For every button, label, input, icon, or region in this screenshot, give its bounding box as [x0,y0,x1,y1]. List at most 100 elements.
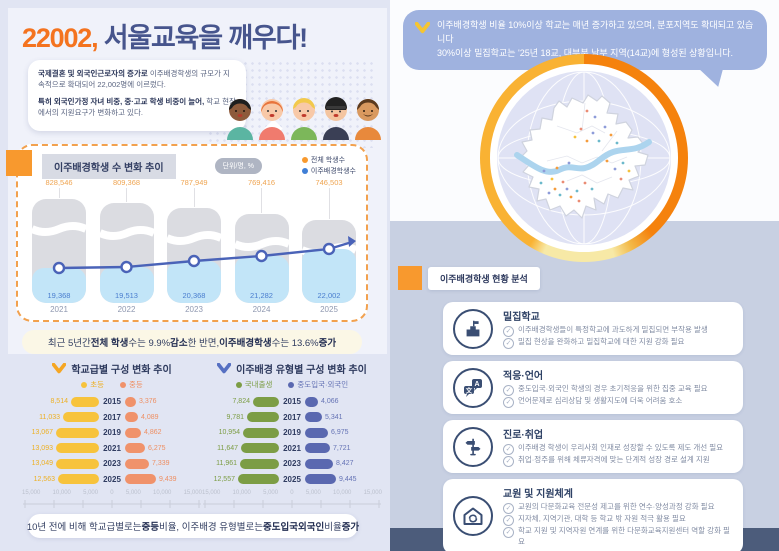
right-bar [305,443,330,454]
check-circle-icon: ✓ [503,326,514,337]
legend-item-migrant: 이주배경학생수 [301,166,356,177]
bar-wave-break [167,231,221,245]
migrant-students-value: 22,002 [317,291,341,300]
right-side: 9,439 [125,474,202,485]
tornado-row: 13,067 2019 4,862 [22,425,202,441]
card-body: 교원 및 지원체계 ✓ 교원의 다문화교육 전문성 제고를 위한 연수·양성과정 강… [503,485,733,548]
left-side: 13,093 [22,443,99,454]
right-bar [125,443,145,454]
unit-badge: 단위/명, % [214,158,262,174]
card-bullet-text: 밀집 현상을 완화하고 밀집학교에 대한 지원 강화 필요 [518,337,685,346]
axis-tick-label: 0 [110,490,114,496]
legend-item: 국내출생 [235,379,272,390]
card-bullet: ✓ 이주배경 학생이 우리사회 인재로 성장할 수 있도록 제도 개선 필요 [503,443,723,455]
right-side: 5,341 [305,412,382,423]
right-value: 7,339 [152,460,170,468]
axis-line [203,500,381,508]
year-label: 2017 [103,412,121,422]
student-face-icon [291,98,317,140]
bar-wave-break [99,226,154,240]
tornado-row: 13,049 2023 7,339 [22,456,202,472]
card-bullet-text: 언어문제로 심리상담 및 생활지도에 더욱 어려움 호소 [518,396,683,405]
right-side: 6,975 [305,427,382,438]
left-value: 12,557 [213,475,235,483]
check-circle-icon: ✓ [503,444,514,455]
right-value: 3,376 [139,398,157,406]
school-level-rows: 8,514 2015 3,376 11,033 2017 4,089 13,067 2019 4… [22,394,202,487]
tornado-row: 12,563 2025 9,439 [22,472,202,488]
migrant-type-rows: 7,824 2015 4,066 9,781 2017 5,341 10,954 2019 6,… [202,394,382,487]
left-value: 12,563 [33,475,55,483]
migrant-students-segment: 19,513 [99,267,154,303]
left-value: 11,033 [39,413,60,421]
card-body: 진로·취업 ✓ 이주배경 학생이 우리사회 인재로 성장할 수 있도록 제도 개선 … [503,426,723,467]
summary-type-capsule: 10년 전에 비해 학교급별로는 중등 비율, 이주배경 유형별로는 중도입국외… [27,514,359,538]
analysis-card-1: 밀집학교 ✓ 이주배경학생들이 특정학교에 과도하게 밀집되면 부작용 발생 ✓ 밀집 … [443,302,743,355]
right-side: 7,339 [125,458,202,469]
migrant-students-trend-chart: 이주배경학생 수 변화 추이 단위/명, % 전체 학생수 이주배경학생수 82… [6,144,368,322]
left-value: 13,049 [31,460,53,468]
card-body: 밀집학교 ✓ 이주배경학생들이 특정학교에 과도하게 밀집되면 부작용 발생 ✓ 밀집 … [503,308,708,349]
student-bar: 22,002 [302,220,356,303]
summary-segment: 이주배경학생 [219,338,272,349]
school-location-dots [539,109,631,203]
summary-segment: 비율 [324,522,342,533]
summary-segment: 비율, 이주배경 유형별로는 [158,522,264,533]
summary-segment: 수는 13.6% [271,338,319,349]
total-students-value: 809,368 [112,178,141,187]
tornado-row: 11,961 2023 8,427 [202,456,382,472]
axis-tick-label: 10,000 [52,490,71,496]
migrant-students-segment: 20,368 [167,261,221,303]
check-circle-icon: ✓ [503,397,514,408]
migrant-students-value: 21,282 [250,291,273,300]
card-bullet-text: 학교 지원 및 지역자원 연계를 위한 다문화교육지원센터 역할 강화 필요 [518,526,730,546]
right-bar [305,458,333,469]
analysis-cards: 밀집학교 ✓ 이주배경학생들이 특정학교에 과도하게 밀집되면 부작용 발생 ✓ 밀집 … [443,302,743,551]
right-bar [125,396,136,407]
left-side: 7,824 [202,396,279,407]
year-label: 2017 [283,412,301,422]
bubble-line-1: 이주배경학생 비율 10%이상 학교는 매년 증가하고 있으며, 분포지역도 확… [437,20,754,44]
student-bar: 19,513 [99,203,154,303]
right-bar [305,412,322,423]
student-bar: 21,282 [234,214,289,303]
card-title: 진로·취업 [503,430,544,441]
chevron-down-icon [415,22,430,34]
legend-item: 중등 [120,379,143,390]
bar-column: 828,546 19,368 2021 [32,178,86,318]
value-connector-line [261,188,262,213]
left-side: 8,514 [22,396,99,407]
year-label: 2019 [103,428,121,438]
left-bar [240,458,279,469]
chart-legend: 전체 학생수 이주배경학생수 [301,155,356,177]
tornado-row: 12,557 2025 9,445 [202,472,382,488]
bar-column: 787,949 20,368 2023 [167,178,221,318]
year-label: 2022 [117,305,136,314]
tornado-row: 11,647 2021 7,721 [202,441,382,457]
left-side: 11,961 [202,458,279,469]
axis-line [23,500,201,508]
right-side: 4,066 [305,396,382,407]
card-bullet-text: 이주배경 학생이 우리사회 인재로 성장할 수 있도록 제도 개선 필요 [518,443,724,452]
legend-dot-icon [235,381,242,388]
axis-tick-label: 5,000 [83,490,99,496]
right-value: 9,445 [339,475,357,483]
svg-text:A: A [474,381,479,388]
intro-p1-bold: 국제결혼 및 외국인근로자의 증가로 [38,69,148,78]
left-side: 11,647 [202,443,279,454]
summary-segment: 전체 학생 [90,338,129,349]
card-bullet: ✓ 밀집 현상을 완화하고 밀집학교에 대한 지원 강화 필요 [503,337,708,349]
value-connector-line [193,188,195,207]
migrant-students-value: 20,368 [182,291,206,300]
migrant-students-segment: 22,002 [302,249,356,303]
legend-dot-icon [120,381,126,388]
seoul-map-svg [497,71,671,245]
right-side: 7,721 [305,443,382,454]
summary-segment: 최근 5년간 [47,338,91,349]
card-title: 교원 및 지원체계 [503,489,573,500]
right-bar [125,458,149,469]
check-circle-icon: ✓ [503,515,514,526]
analysis-section-title: 이주배경학생 현황 분석 [428,267,540,290]
